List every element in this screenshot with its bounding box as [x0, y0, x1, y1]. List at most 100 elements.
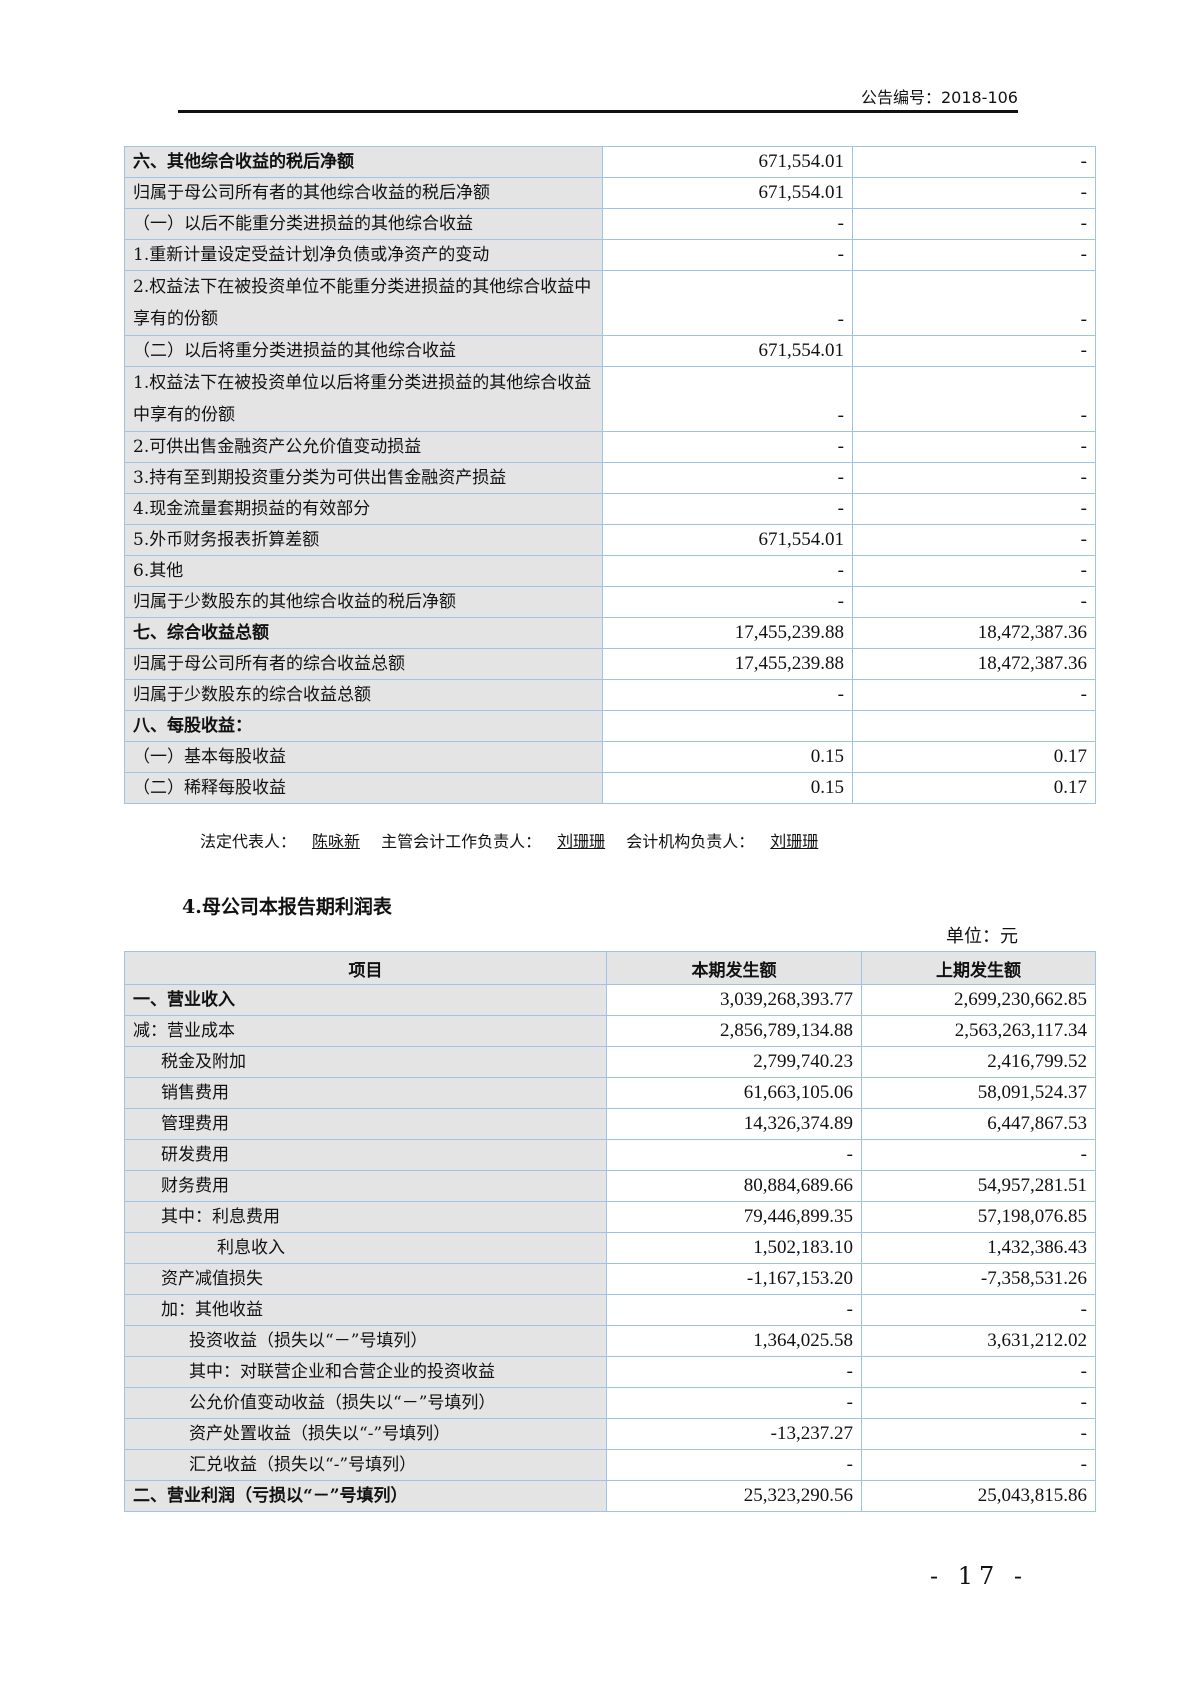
table-row: 利息收入 1,502,183.10 1,432,386.43: [124, 1232, 1096, 1264]
row-label: （一）以后不能重分类进损益的其他综合收益: [124, 208, 603, 240]
current-period-value: -: [606, 1356, 862, 1388]
previous-period-value: 57,198,076.85: [861, 1201, 1096, 1233]
header-row: 项目 本期发生额 上期发生额: [124, 951, 1096, 985]
previous-period-value: -: [861, 1418, 1096, 1450]
row-label: 二、营业利润（亏损以“－”号填列）: [124, 1480, 607, 1512]
row-label: 5.外币财务报表折算差额: [124, 524, 603, 556]
current-period-value: -: [606, 1139, 862, 1171]
accounting-head-label: 会计机构负责人：: [626, 832, 755, 851]
previous-period-value: 3,631,212.02: [861, 1325, 1096, 1357]
table-row: 归属于母公司所有者的综合收益总额 17,455,239.88 18,472,387.…: [124, 648, 1096, 680]
current-period-value: 80,884,689.66: [606, 1170, 862, 1202]
row-label: （一）基本每股收益: [124, 741, 603, 773]
row-label: 1.权益法下在被投资单位以后将重分类进损益的其他综合收益中享有的份额: [124, 366, 603, 432]
table-row: 资产处置收益（损失以“-”号填列） -13,237.27-: [124, 1418, 1096, 1450]
current-period-value: -13,237.27: [606, 1418, 862, 1450]
current-period-value: 17,455,239.88: [602, 648, 853, 680]
previous-period-value: -: [861, 1139, 1096, 1171]
row-label: 投资收益（损失以“－”号填列）: [124, 1325, 607, 1357]
previous-period-value: 0.17: [852, 741, 1096, 773]
current-period-value: -1,167,153.20: [606, 1263, 862, 1295]
previous-period-value: 18,472,387.36: [852, 648, 1096, 680]
table-row: （一）以后不能重分类进损益的其他综合收益 - -: [124, 208, 1096, 240]
legal-rep-label: 法定代表人：: [200, 832, 297, 851]
previous-period-value: 58,091,524.37: [861, 1077, 1096, 1109]
table-row: 六、其他综合收益的税后净额 671,554.01-: [124, 146, 1096, 178]
previous-period-value: -: [852, 493, 1096, 525]
table-row: 财务费用 80,884,689.66 54,957,281.51: [124, 1170, 1096, 1202]
row-label: 减：营业成本: [124, 1015, 607, 1047]
table-row: 其中：利息费用 79,446,899.35 57,198,076.85: [124, 1201, 1096, 1233]
previous-period-value: -: [852, 462, 1096, 494]
table-row: 归属于少数股东的综合收益总额 - -: [124, 679, 1096, 711]
row-label: 汇兑收益（损失以“-”号填列）: [124, 1449, 607, 1481]
current-period-value: 671,554.01: [602, 524, 853, 556]
table-row: 6.其他 - -: [124, 555, 1096, 587]
table-row: 加：其他收益 - -: [124, 1294, 1096, 1326]
legal-rep-name: 陈咏新: [312, 832, 361, 851]
previous-period-value: -: [852, 177, 1096, 209]
header-current: 本期发生额: [606, 951, 862, 985]
row-label: 6.其他: [124, 555, 603, 587]
table-row: 归属于母公司所有者的其他综合收益的税后净额 671,554.01-: [124, 177, 1096, 209]
accounting-head-name: 刘珊珊: [770, 832, 819, 851]
previous-period-value: 0.17: [852, 772, 1096, 804]
table-row: 1.重新计量设定受益计划净负债或净资产的变动 - -: [124, 239, 1096, 271]
table-row: 其中：对联营企业和合营企业的投资收益 - -: [124, 1356, 1096, 1388]
previous-period-value: 54,957,281.51: [861, 1170, 1096, 1202]
current-period-value: 1,502,183.10: [606, 1232, 862, 1264]
row-label: 财务费用: [124, 1170, 607, 1202]
row-label: 研发费用: [124, 1139, 607, 1171]
row-label: （二）以后将重分类进损益的其他综合收益: [124, 335, 603, 367]
row-label: 其中：利息费用: [124, 1201, 607, 1233]
table-row: 公允价值变动收益（损失以“－”号填列） - -: [124, 1387, 1096, 1419]
previous-period-value: -: [852, 431, 1096, 463]
current-period-value: 1,364,025.58: [606, 1325, 862, 1357]
previous-period-value: -: [852, 524, 1096, 556]
table-row: 研发费用 - -: [124, 1139, 1096, 1171]
previous-period-value: -: [861, 1449, 1096, 1481]
header-rule: [178, 110, 1018, 113]
header-previous: 上期发生额: [861, 951, 1096, 985]
table-row: 5.外币财务报表折算差额 671,554.01-: [124, 524, 1096, 556]
previous-period-value: -: [852, 586, 1096, 618]
page-number: - 17 -: [930, 1562, 1029, 1590]
current-period-value: -: [602, 208, 853, 240]
chief-accountant-name: 刘珊珊: [557, 832, 606, 851]
header-item: 项目: [124, 951, 607, 985]
previous-period-value: -: [861, 1387, 1096, 1419]
table-row: 2.可供出售金融资产公允价值变动损益 - -: [124, 431, 1096, 463]
current-period-value: -: [602, 555, 853, 587]
previous-period-value: 1,432,386.43: [861, 1232, 1096, 1264]
current-period-value: -: [602, 586, 853, 618]
previous-period-value: -7,358,531.26: [861, 1263, 1096, 1295]
previous-period-value: -: [852, 335, 1096, 367]
current-period-value: -: [602, 493, 853, 525]
row-label: 一、营业收入: [124, 984, 607, 1016]
row-label: 2.可供出售金融资产公允价值变动损益: [124, 431, 603, 463]
current-period-value: -: [602, 679, 853, 711]
current-period-value: -: [606, 1449, 862, 1481]
current-period-value: 2,799,740.23: [606, 1046, 862, 1078]
table-row: （一）基本每股收益 0.15 0.17: [124, 741, 1096, 773]
current-period-value: 671,554.01: [602, 177, 853, 209]
previous-period-value: [852, 710, 1096, 742]
table-row: 汇兑收益（损失以“-”号填列） - -: [124, 1449, 1096, 1481]
row-label: 利息收入: [124, 1232, 607, 1264]
current-period-value: 0.15: [602, 772, 853, 804]
previous-period-value: 2,563,263,117.34: [861, 1015, 1096, 1047]
previous-period-value: 6,447,867.53: [861, 1108, 1096, 1140]
row-label: 归属于母公司所有者的综合收益总额: [124, 648, 603, 680]
table-row: 4.现金流量套期损益的有效部分 - -: [124, 493, 1096, 525]
row-label: 2.权益法下在被投资单位不能重分类进损益的其他综合收益中享有的份额: [124, 270, 603, 336]
current-period-value: 25,323,290.56: [606, 1480, 862, 1512]
current-period-value: 61,663,105.06: [606, 1077, 862, 1109]
row-label: 1.重新计量设定受益计划净负债或净资产的变动: [124, 239, 603, 271]
table-row: 一、营业收入 3,039,268,393.77 2,699,230,662.85: [124, 984, 1096, 1016]
table-row: 八、每股收益：: [124, 710, 1096, 742]
current-period-value: 2,856,789,134.88: [606, 1015, 862, 1047]
previous-period-value: -: [852, 555, 1096, 587]
previous-period-value: -: [852, 208, 1096, 240]
table-row: （二）以后将重分类进损益的其他综合收益 671,554.01-: [124, 335, 1096, 367]
current-period-value: 17,455,239.88: [602, 617, 853, 649]
